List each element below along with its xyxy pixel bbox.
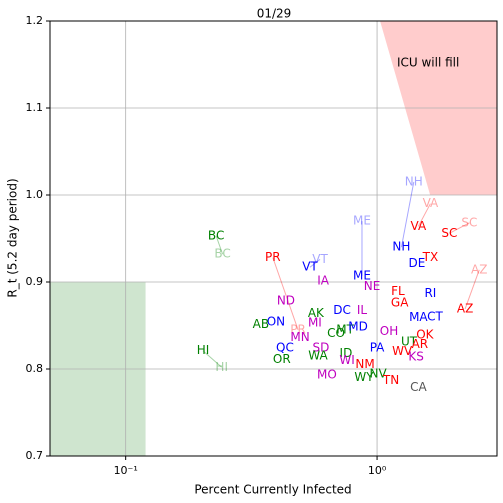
state-label: CA bbox=[410, 380, 427, 394]
y-tick-label: 0.9 bbox=[26, 275, 44, 288]
state-label: FL bbox=[391, 284, 405, 298]
state-label: NV bbox=[370, 367, 388, 381]
state-label: TX bbox=[422, 250, 439, 264]
state-label: OR bbox=[273, 352, 291, 366]
x-tick-label: 10⁰ bbox=[368, 464, 387, 477]
previous-label: SC bbox=[461, 215, 477, 229]
state-label: UT bbox=[401, 335, 418, 349]
trail bbox=[309, 258, 321, 268]
trail bbox=[449, 222, 470, 234]
state-label: CT bbox=[427, 309, 443, 323]
state-label: NH bbox=[392, 240, 410, 254]
previous-label: AZ bbox=[471, 262, 487, 276]
state-label: SD bbox=[312, 341, 329, 355]
state-label: MT bbox=[336, 322, 354, 336]
state-label: HI bbox=[197, 343, 210, 357]
y-tick-label: 1.2 bbox=[26, 14, 44, 27]
previous-label: HI bbox=[215, 360, 228, 374]
trail bbox=[400, 181, 415, 248]
annotation: ICU will fill bbox=[397, 55, 459, 69]
state-label: TN bbox=[382, 373, 399, 387]
state-label: DC bbox=[333, 303, 351, 317]
previous-label: NH bbox=[405, 174, 423, 188]
state-label: CO bbox=[327, 326, 345, 340]
previous-label: BC bbox=[214, 247, 230, 261]
state-label: MI bbox=[308, 315, 322, 329]
state-label: AZ bbox=[457, 301, 473, 315]
previous-label: PR bbox=[290, 322, 306, 336]
state-label: ME bbox=[353, 268, 371, 282]
state-label: PR bbox=[265, 250, 281, 264]
state-label: DE bbox=[408, 256, 425, 270]
state-label: OH bbox=[380, 324, 398, 338]
trail bbox=[272, 257, 299, 331]
state-label: ON bbox=[267, 315, 285, 329]
chart-title: 01/29 bbox=[257, 7, 292, 21]
x-tick-label: 10⁻¹ bbox=[114, 464, 138, 477]
state-label: WA bbox=[308, 348, 328, 362]
state-label: VT bbox=[302, 260, 318, 274]
state-label: AK bbox=[308, 306, 325, 320]
trail bbox=[417, 203, 431, 227]
previous-label: VA bbox=[423, 196, 439, 210]
y-axis-label: R_t (5.2 day period) bbox=[6, 178, 20, 297]
y-tick-label: 1.1 bbox=[26, 101, 44, 114]
trail bbox=[464, 269, 480, 310]
x-axis-label: Percent Currently Infected bbox=[194, 483, 351, 497]
state-label: MN bbox=[290, 330, 309, 344]
state-label: RI bbox=[424, 286, 436, 300]
trail bbox=[202, 350, 223, 368]
previous-label: ME bbox=[353, 214, 371, 228]
trail bbox=[215, 235, 224, 255]
state-label: WI bbox=[339, 353, 354, 367]
state-label: MO bbox=[317, 368, 337, 382]
state-label: KS bbox=[408, 349, 424, 363]
state-label: ID bbox=[340, 346, 353, 360]
state-label: MA bbox=[409, 310, 428, 324]
state-label: NM bbox=[355, 357, 374, 371]
state-label: GA bbox=[391, 295, 409, 309]
y-tick-label: 0.7 bbox=[26, 449, 44, 462]
state-label: BC bbox=[208, 228, 224, 242]
y-tick-label: 1.0 bbox=[26, 188, 44, 201]
state-label: IL bbox=[357, 303, 368, 317]
previous-label: VT bbox=[312, 252, 328, 266]
state-label: PA bbox=[370, 341, 385, 355]
state-label: OK bbox=[416, 328, 434, 342]
state-label: QC bbox=[276, 341, 294, 355]
plot-frame bbox=[49, 20, 498, 457]
state-label: AB bbox=[253, 317, 269, 331]
state-label: WY bbox=[354, 370, 374, 384]
state-label: IA bbox=[317, 274, 330, 288]
state-label: VA bbox=[411, 219, 427, 233]
state-label: ND bbox=[277, 294, 295, 308]
state-label: SC bbox=[441, 226, 457, 240]
state-label: AR bbox=[412, 337, 429, 351]
state-label: NE bbox=[364, 279, 381, 293]
y-tick-label: 0.8 bbox=[26, 362, 44, 375]
state-label: MD bbox=[348, 320, 368, 334]
state-label: WV bbox=[392, 344, 413, 358]
